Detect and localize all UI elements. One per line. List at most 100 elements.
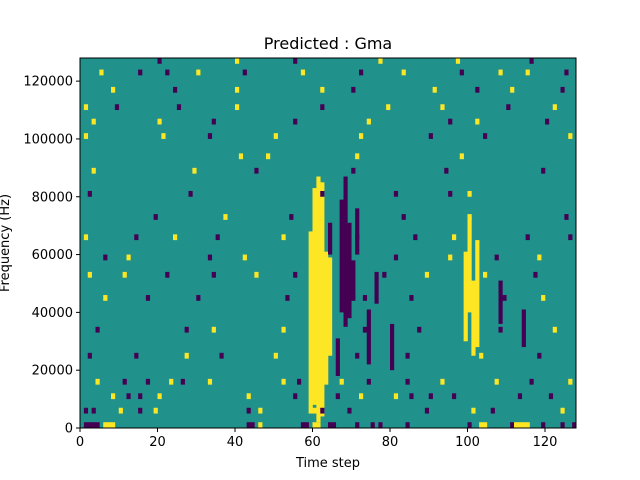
heatmap-cell [235,104,240,111]
heatmap-cell [541,295,546,301]
heatmap-cell [568,234,573,241]
heatmap-band [312,188,317,405]
heatmap-cell [521,422,526,428]
heatmap-cell [111,393,116,400]
heatmap-cell [517,422,523,428]
heatmap-cell [254,167,259,174]
heatmap-cell [355,153,360,160]
heatmap-cell [564,69,569,76]
heatmap-cell [238,153,244,160]
heatmap-cell [192,167,197,174]
heatmap-band [320,182,325,417]
heatmap-cell [87,190,92,197]
heatmap-cell [448,118,453,125]
x-tick-label: 80 [382,435,399,450]
heatmap-cell [525,422,530,428]
heatmap-cell [494,378,499,385]
heatmap-cell [378,422,383,428]
heatmap-cell [161,133,166,139]
heatmap-cell [362,295,368,301]
heatmap-cell [483,271,488,278]
heatmap-cell [409,295,414,301]
heatmap-cell [289,214,294,220]
heatmap-cell [405,422,410,428]
heatmap-cell [347,407,352,414]
heatmap-cell [393,190,399,197]
heatmap-band [521,309,526,348]
heatmap-band [366,309,371,365]
heatmap-cell [572,422,577,428]
heatmap-cell [83,133,89,139]
heatmap-cell [312,422,317,428]
heatmap-cell [293,271,298,278]
heatmap-cell [541,167,546,174]
heatmap-cell [452,234,457,241]
x-axis-label: Time step [295,456,360,471]
heatmap-band [339,199,344,313]
heatmap-cell [281,326,286,333]
heatmap-cell [173,86,178,93]
heatmap-cell [83,234,89,241]
heatmap-cell [273,133,278,139]
heatmap-cell [145,378,151,385]
heatmap-cell [91,422,96,428]
heatmap-band [471,280,476,356]
heatmap-cell [285,295,290,301]
heatmap-cell [401,214,406,220]
heatmap-cell [145,295,151,301]
heatmap-cell [320,104,325,111]
heatmap-cell [99,69,104,76]
heatmap-cell [196,295,201,301]
heatmap-cell [529,378,534,385]
y-tick-label: 80000 [32,190,73,205]
heatmap-cell [95,378,100,385]
heatmap-cell [335,393,340,400]
heatmap-cell [196,69,201,76]
heatmap-band [463,251,468,342]
heatmap-cell [242,69,247,76]
heatmap-cell [537,254,542,261]
heatmap-cell [188,190,193,197]
heatmap-cell [405,352,410,359]
heatmap-cell [475,118,480,125]
heatmap-cell [359,133,364,139]
heatmap-cell [111,86,116,93]
heatmap-cell [153,407,158,414]
heatmap-cell [452,393,457,400]
heatmap-cell [107,422,112,428]
heatmap-cell [254,271,259,278]
heatmap-cell [169,378,174,385]
heatmap-cell [114,104,120,111]
heatmap-cell [250,422,255,428]
heatmap-cell [424,271,430,278]
heatmap-cell [211,271,216,278]
heatmap-band [316,176,321,423]
x-tick-label: 100 [455,435,480,450]
heatmap-cell [444,167,449,174]
heatmap-cells [83,58,577,428]
heatmap-cell [320,86,325,93]
heatmap-cell [83,407,89,414]
x-tick-label: 60 [304,435,321,450]
heatmap-cell [498,69,503,76]
heatmap-cell [405,378,410,385]
heatmap-cell [355,234,360,241]
heatmap-cell [219,352,224,359]
heatmap-cell [560,86,565,93]
heatmap-cell [304,422,309,428]
heatmap-cell [242,254,247,261]
y-tick-label: 0 [65,422,73,437]
heatmap-cell [153,214,158,220]
heatmap-cell [207,133,213,139]
heatmap-cell [467,214,472,220]
heatmap-cell [339,378,344,385]
heatmap-cell [560,407,565,414]
heatmap-cell [471,407,476,414]
heatmap-cell [506,104,511,111]
heatmap-cell [355,352,360,359]
heatmap-cell [157,393,162,400]
heatmap-cell [165,69,170,76]
heatmap-cell [459,153,464,160]
heatmap-cell [510,86,515,93]
heatmap-cell [564,214,569,220]
